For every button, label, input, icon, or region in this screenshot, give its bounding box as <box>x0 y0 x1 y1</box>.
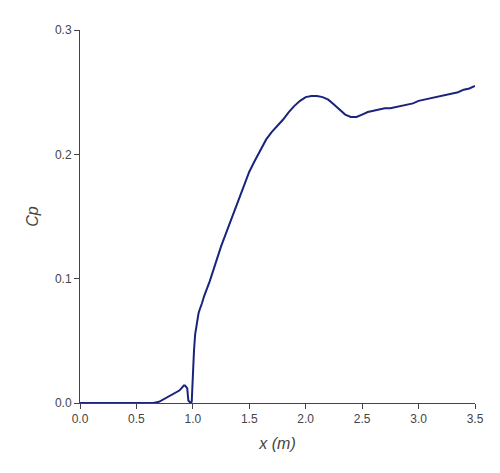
svg-text:0.0: 0.0 <box>55 396 72 410</box>
svg-text:Cp: Cp <box>24 206 41 227</box>
svg-text:1.5: 1.5 <box>241 412 258 426</box>
svg-text:3.0: 3.0 <box>410 412 427 426</box>
svg-text:0.2: 0.2 <box>55 148 72 162</box>
svg-text:0.1: 0.1 <box>55 272 72 286</box>
svg-text:2.0: 2.0 <box>297 412 314 426</box>
svg-text:1.0: 1.0 <box>185 412 202 426</box>
svg-text:2.5: 2.5 <box>354 412 371 426</box>
svg-text:x (m): x (m) <box>258 435 295 452</box>
svg-text:0.0: 0.0 <box>72 412 89 426</box>
svg-text:0.3: 0.3 <box>55 23 72 37</box>
svg-text:0.5: 0.5 <box>128 412 145 426</box>
svg-text:3.5: 3.5 <box>467 412 484 426</box>
